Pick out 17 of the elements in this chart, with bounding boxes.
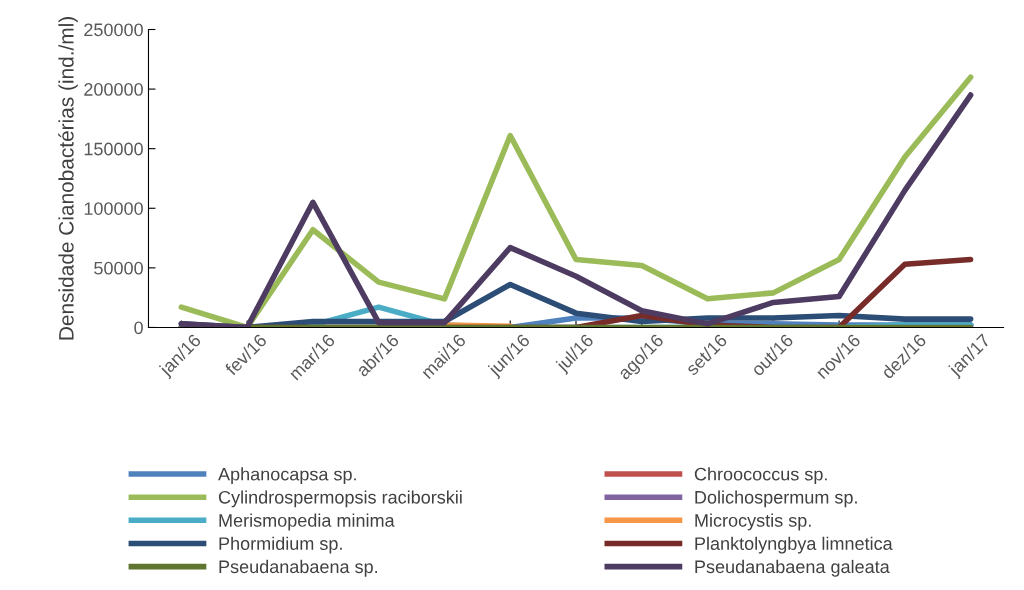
legend-label: Pseudanabaena sp. xyxy=(219,559,377,577)
y-tick-label: 0 xyxy=(134,321,143,335)
y-tick-label: 150000 xyxy=(84,142,143,156)
legend-label: Merismopedia minima xyxy=(219,513,395,531)
legend-label: Phormidium sp. xyxy=(219,536,342,554)
y-tick-label: 200000 xyxy=(84,83,143,96)
y-axis-title: Densidade Cianobactérias (ind./ml) xyxy=(58,17,78,340)
legend-label: Pseudanabaena galeata xyxy=(695,559,890,577)
legend-label: Cylindrospermopsis raciborskii xyxy=(218,490,462,508)
legend-label: Aphanocapsa sp. xyxy=(218,467,356,485)
y-tick-label: 50000 xyxy=(94,261,143,275)
legend-label: Dolichospermum sp. xyxy=(695,490,857,508)
legend-label: Planktolyngbya limnetica xyxy=(695,536,893,554)
y-tick-label: 100000 xyxy=(84,202,143,215)
legend-label: Microcystis sp. xyxy=(695,513,811,531)
legend-label: Chroococcus sp. xyxy=(694,467,827,485)
y-tick-label: 250000 xyxy=(84,23,143,37)
